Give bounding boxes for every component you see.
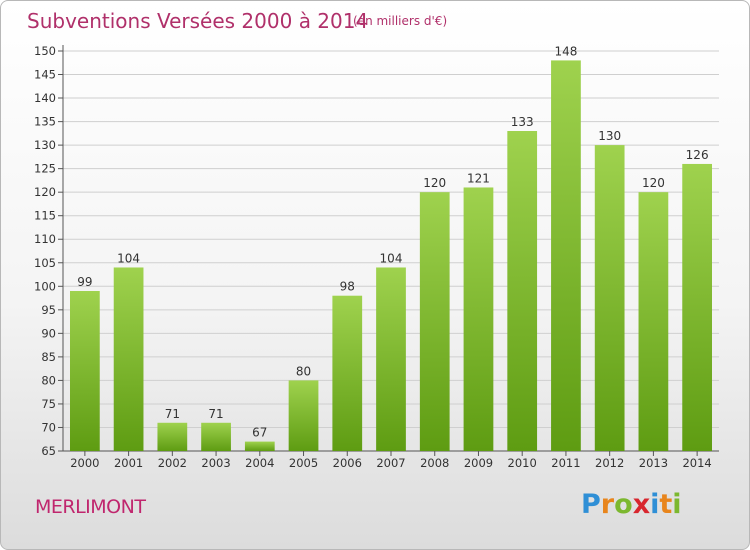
x-tick-label-2007: 2007 <box>376 456 405 470</box>
data-label-2005: 80 <box>296 364 311 378</box>
y-tick-label: 120 <box>34 185 56 199</box>
logo-letter: x <box>632 489 651 520</box>
y-tick-label: 65 <box>41 444 56 458</box>
bar-2007 <box>376 267 406 451</box>
bar-2009 <box>463 187 494 451</box>
bar-2003 <box>201 422 231 451</box>
bar-2010 <box>507 131 538 451</box>
data-label-2002: 71 <box>165 407 180 421</box>
x-tick-labels: 2000 2001 2002 2003 2004 2005 2006 2007 2008 2009… <box>70 456 712 470</box>
logo-letter: o <box>614 489 633 520</box>
x-tick-label-2006: 2006 <box>333 456 362 470</box>
y-tick-label: 80 <box>41 373 56 387</box>
x-tick-label-2010: 2010 <box>508 456 537 470</box>
data-label-2011: 148 <box>554 44 577 58</box>
bar-2006 <box>332 295 363 451</box>
data-label-2007: 104 <box>380 251 403 265</box>
logo-letter: t <box>659 489 673 520</box>
x-tick-label-2009: 2009 <box>464 456 493 470</box>
y-tick-label: 130 <box>34 138 56 152</box>
logo-letter: i <box>672 489 682 520</box>
commune-name: MERLIMONT <box>35 496 146 518</box>
data-label-2012: 130 <box>598 129 621 143</box>
x-tick-label-2004: 2004 <box>245 456 274 470</box>
data-label-2004: 67 <box>252 426 267 440</box>
bar-2005 <box>288 380 319 451</box>
bar-2001 <box>113 267 144 451</box>
y-tick-label: 125 <box>34 162 56 176</box>
logo-letter: r <box>600 489 615 520</box>
data-labels: 99 104 71 71 67 80 98 104 120 121 133 148 130 120 126 <box>77 44 708 439</box>
y-tick-label: 105 <box>34 256 56 270</box>
logo-letter: P <box>581 489 601 520</box>
x-tick-label-2008: 2008 <box>420 456 449 470</box>
x-tick-label-2003: 2003 <box>201 456 230 470</box>
x-tick-label-2014: 2014 <box>682 456 711 470</box>
bar-2012 <box>594 145 625 451</box>
bar-2014 <box>682 163 713 452</box>
y-tick-label: 150 <box>34 44 56 58</box>
data-label-2010: 133 <box>511 115 534 129</box>
y-tick-label: 75 <box>41 397 56 411</box>
x-tick-label-2011: 2011 <box>551 456 580 470</box>
y-tick-label: 115 <box>34 209 56 223</box>
bar-2000 <box>69 291 100 451</box>
x-tick-label-2001: 2001 <box>114 456 143 470</box>
y-tick-label: 140 <box>34 91 56 105</box>
y-tick-label: 145 <box>34 68 56 82</box>
bar-2008 <box>419 192 450 452</box>
chart-subtitle: (en milliers d'€) <box>353 14 448 28</box>
bar-2004 <box>244 441 275 451</box>
data-label-2013: 120 <box>642 176 665 190</box>
data-label-2006: 98 <box>340 280 355 294</box>
x-tick-label-2005: 2005 <box>289 456 318 470</box>
chart-title: Subventions Versées 2000 à 2014 <box>27 9 369 33</box>
data-label-2008: 120 <box>423 176 446 190</box>
logo-letter: i <box>650 489 660 520</box>
y-tick-label: 100 <box>34 279 56 293</box>
x-tick-label-2002: 2002 <box>158 456 187 470</box>
y-tick-label: 85 <box>41 350 56 364</box>
data-label-2014: 126 <box>686 148 709 162</box>
y-tick-label: 90 <box>41 326 56 340</box>
x-tick-label-2013: 2013 <box>639 456 668 470</box>
bar-2011 <box>551 60 581 451</box>
x-tick-label-2000: 2000 <box>70 456 99 470</box>
data-label-2009: 121 <box>467 171 490 185</box>
data-label-2000: 99 <box>77 275 92 289</box>
y-tick-label: 110 <box>34 232 56 246</box>
y-tick-label: 70 <box>41 420 56 434</box>
y-tick-label: 95 <box>41 303 56 317</box>
bars <box>69 60 713 452</box>
y-tick-labels: 65 70 75 80 85 90 95 100 105 110 115 120 125 130 135 14… <box>34 44 56 458</box>
x-tick-label-2012: 2012 <box>595 456 624 470</box>
y-tick-label: 135 <box>34 115 56 129</box>
bar-2013 <box>638 192 669 452</box>
data-label-2003: 71 <box>208 407 223 421</box>
bar-2002 <box>157 422 188 451</box>
data-label-2001: 104 <box>117 251 140 265</box>
proxiti-logo: Proxiti <box>581 489 682 520</box>
